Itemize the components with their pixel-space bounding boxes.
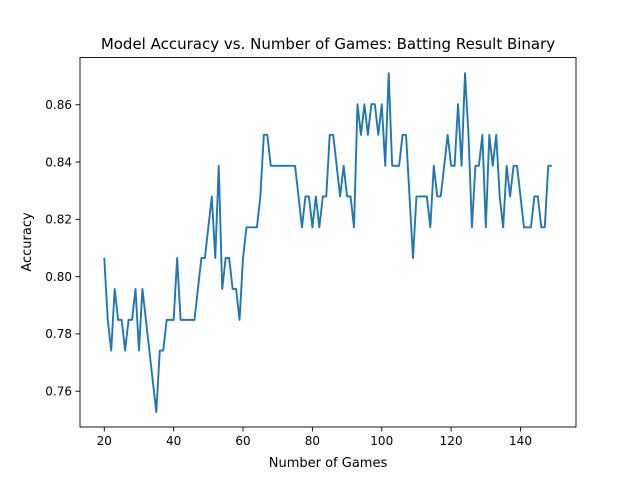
y-tick-label: 0.80 xyxy=(45,270,72,284)
x-tick-label: 60 xyxy=(235,434,250,448)
series-line-0 xyxy=(103,72,552,414)
plot-frame xyxy=(79,57,577,428)
x-tick-label: 100 xyxy=(370,434,393,448)
x-axis-ticks: 20 40 60 80 100 120 140 xyxy=(97,427,532,448)
x-axis-label: Number of Games xyxy=(269,456,388,471)
plot-area xyxy=(103,72,552,414)
y-axis-ticks: 0.76 0.78 0.80 0.82 0.84 0.86 xyxy=(45,98,80,398)
y-axis-label: Accuracy xyxy=(20,212,35,272)
y-tick-label: 0.86 xyxy=(45,98,72,112)
x-tick-label: 20 xyxy=(97,434,112,448)
x-tick-label: 40 xyxy=(166,434,181,448)
chart-title: Model Accuracy vs. Number of Games: Batt… xyxy=(101,35,555,53)
y-tick-label: 0.82 xyxy=(45,213,72,227)
x-tick-label: 80 xyxy=(305,434,320,448)
y-tick-label: 0.84 xyxy=(45,155,72,169)
y-tick-label: 0.76 xyxy=(45,384,72,398)
y-tick-label: 0.78 xyxy=(45,327,72,341)
x-tick-label: 140 xyxy=(509,434,532,448)
x-tick-label: 120 xyxy=(440,434,463,448)
